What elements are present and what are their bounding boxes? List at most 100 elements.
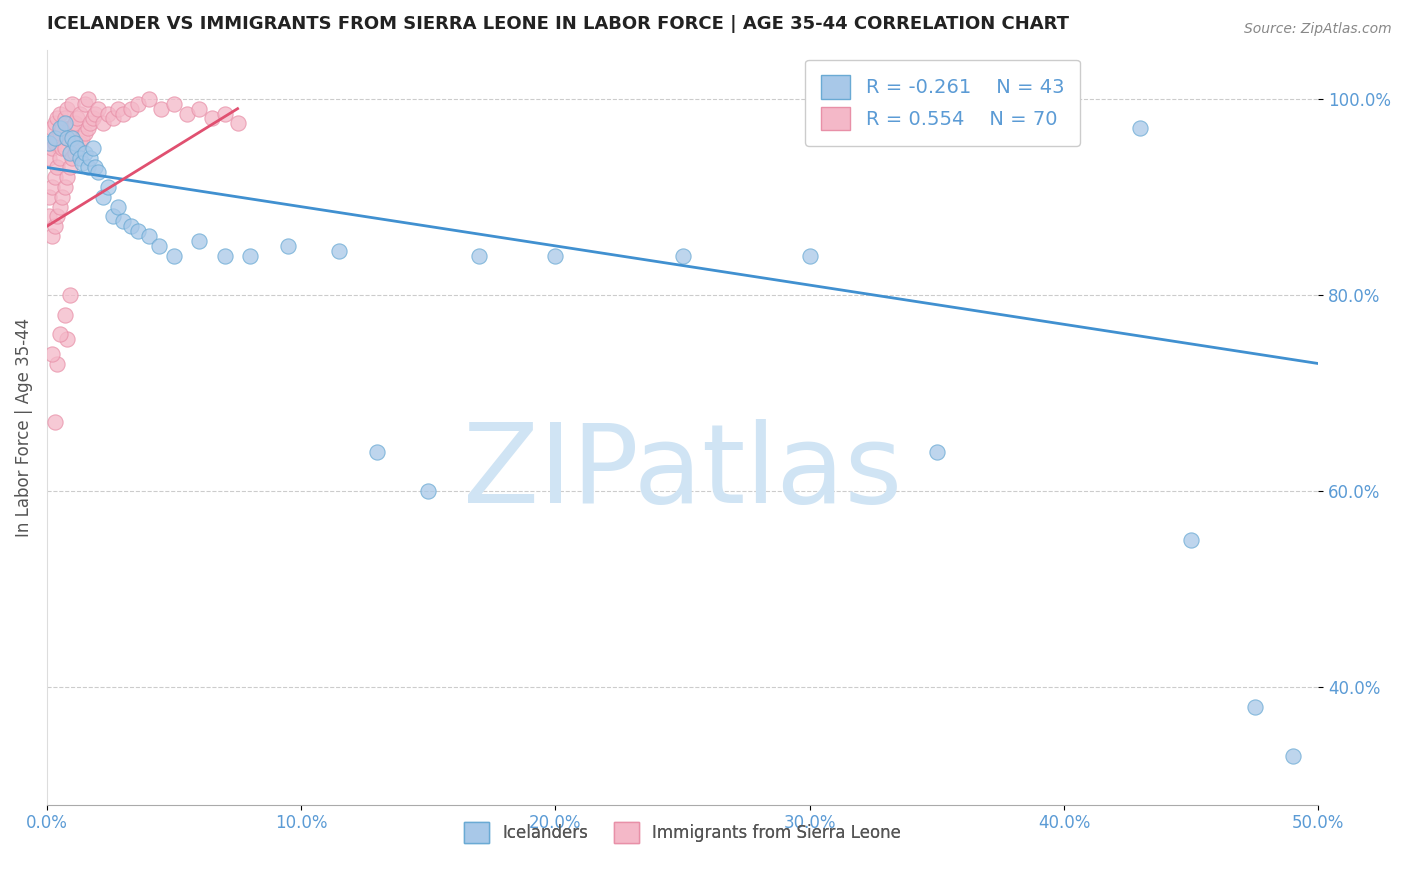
Point bbox=[201, 112, 224, 126]
Point bbox=[468, 249, 491, 263]
Point bbox=[176, 106, 198, 120]
Point bbox=[72, 131, 94, 145]
Point bbox=[59, 145, 82, 160]
Point bbox=[38, 136, 60, 150]
Point bbox=[127, 224, 149, 238]
Point bbox=[214, 249, 236, 263]
Point bbox=[72, 155, 94, 169]
Point bbox=[79, 116, 101, 130]
Point bbox=[1129, 121, 1152, 136]
Point bbox=[46, 112, 69, 126]
Point bbox=[107, 200, 129, 214]
Point bbox=[56, 332, 79, 346]
Point bbox=[46, 210, 69, 224]
Point bbox=[97, 106, 120, 120]
Point bbox=[51, 141, 73, 155]
Point bbox=[44, 170, 66, 185]
Point bbox=[188, 102, 211, 116]
Point bbox=[188, 234, 211, 248]
Point bbox=[112, 106, 135, 120]
Point bbox=[63, 136, 86, 150]
Point bbox=[150, 102, 173, 116]
Point bbox=[120, 102, 142, 116]
Point bbox=[44, 116, 66, 130]
Point bbox=[69, 151, 91, 165]
Point bbox=[112, 214, 135, 228]
Point bbox=[671, 249, 693, 263]
Point bbox=[163, 96, 186, 111]
Point bbox=[41, 141, 63, 155]
Point bbox=[73, 126, 96, 140]
Point bbox=[63, 116, 86, 130]
Point bbox=[76, 121, 98, 136]
Point bbox=[214, 106, 236, 120]
Point bbox=[46, 131, 69, 145]
Point bbox=[101, 210, 124, 224]
Point bbox=[107, 102, 129, 116]
Point bbox=[48, 200, 70, 214]
Point bbox=[44, 136, 66, 150]
Point bbox=[1243, 699, 1265, 714]
Point bbox=[138, 229, 160, 244]
Point bbox=[38, 190, 60, 204]
Point bbox=[1180, 533, 1202, 547]
Point bbox=[91, 116, 114, 130]
Point bbox=[53, 116, 76, 130]
Point bbox=[56, 131, 79, 145]
Text: Source: ZipAtlas.com: Source: ZipAtlas.com bbox=[1244, 22, 1392, 37]
Point bbox=[59, 288, 82, 302]
Point bbox=[48, 126, 70, 140]
Point bbox=[91, 190, 114, 204]
Text: ZIPatlas: ZIPatlas bbox=[463, 419, 903, 526]
Point bbox=[60, 121, 83, 136]
Legend: Icelanders, Immigrants from Sierra Leone: Icelanders, Immigrants from Sierra Leone bbox=[458, 815, 907, 849]
Point bbox=[59, 121, 82, 136]
Point bbox=[41, 229, 63, 244]
Point bbox=[120, 219, 142, 234]
Point bbox=[66, 112, 89, 126]
Point bbox=[46, 161, 69, 175]
Point bbox=[44, 219, 66, 234]
Point bbox=[73, 145, 96, 160]
Point bbox=[544, 249, 567, 263]
Point bbox=[76, 92, 98, 106]
Point bbox=[48, 151, 70, 165]
Point bbox=[41, 121, 63, 136]
Point bbox=[163, 249, 186, 263]
Point bbox=[41, 180, 63, 194]
Point bbox=[56, 131, 79, 145]
Point bbox=[60, 96, 83, 111]
Point bbox=[138, 92, 160, 106]
Point bbox=[44, 131, 66, 145]
Point bbox=[51, 190, 73, 204]
Point bbox=[66, 141, 89, 155]
Point bbox=[226, 116, 249, 130]
Point bbox=[328, 244, 350, 258]
Point bbox=[48, 121, 70, 136]
Point bbox=[44, 415, 66, 429]
Point bbox=[1282, 748, 1305, 763]
Point bbox=[53, 141, 76, 155]
Point bbox=[48, 106, 70, 120]
Point bbox=[60, 151, 83, 165]
Point bbox=[73, 96, 96, 111]
Point bbox=[53, 112, 76, 126]
Point bbox=[38, 151, 60, 165]
Point bbox=[60, 131, 83, 145]
Point bbox=[84, 106, 107, 120]
Point bbox=[277, 239, 299, 253]
Point bbox=[56, 102, 79, 116]
Point bbox=[925, 444, 948, 458]
Point bbox=[53, 308, 76, 322]
Point bbox=[48, 327, 70, 342]
Point bbox=[63, 145, 86, 160]
Point bbox=[799, 249, 821, 263]
Point bbox=[76, 161, 98, 175]
Point bbox=[366, 444, 388, 458]
Point bbox=[56, 170, 79, 185]
Point bbox=[69, 136, 91, 150]
Point bbox=[51, 121, 73, 136]
Point bbox=[101, 112, 124, 126]
Point bbox=[239, 249, 262, 263]
Point bbox=[46, 357, 69, 371]
